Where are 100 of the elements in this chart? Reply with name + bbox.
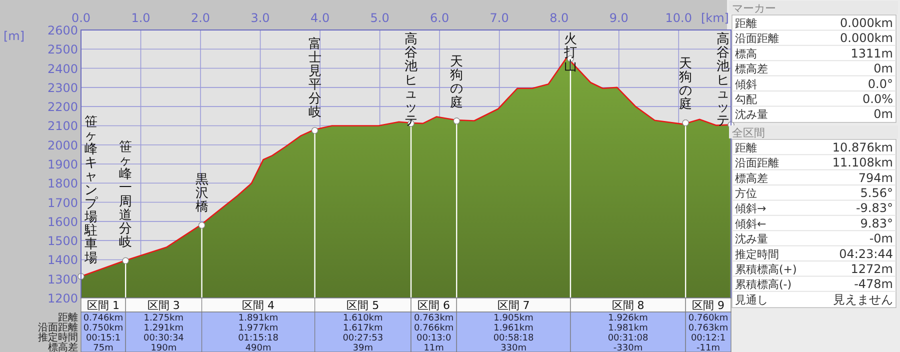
category-label: 標高差 <box>48 342 78 352</box>
x-tick-label: 3.0 <box>250 11 270 25</box>
x-tick-label: 8.0 <box>550 11 569 25</box>
text: 00:12:1 <box>690 334 726 344</box>
text: 0.746km <box>83 314 124 324</box>
category-label: 区間 7 <box>497 299 530 312</box>
category-label: 距離 <box>58 312 78 324</box>
category-label: 区間 5 <box>346 299 380 312</box>
annotation: 笹ヶ峰一周道分岐 <box>119 140 132 250</box>
text: 04:23:44 <box>839 246 893 261</box>
text: 1.961km <box>494 324 534 334</box>
text: 0.763km <box>688 324 728 334</box>
category-label: 沈み量 <box>735 108 768 122</box>
text: 39m <box>352 344 374 352</box>
x-tick-label: 10.0 <box>665 11 692 25</box>
text: 00:27:53 <box>342 334 384 344</box>
text: 0.766km <box>414 324 454 334</box>
text: 11m <box>424 344 444 352</box>
text: 1272m <box>850 262 893 276</box>
text: 5.56° <box>860 186 893 200</box>
text: 75m <box>93 344 114 352</box>
text: 0.000km <box>840 31 893 46</box>
category-label: 区間 9 <box>692 299 725 312</box>
text: 0.763km <box>414 314 454 324</box>
text: 0m <box>874 107 893 122</box>
category-label: 傾斜 <box>735 78 757 91</box>
text: 794m <box>858 170 893 185</box>
text: 全区間 <box>732 126 765 140</box>
y-tick-label: 2300 <box>47 80 78 95</box>
text: 1.977km <box>238 324 278 334</box>
category-label: 傾斜→ <box>735 202 766 216</box>
x-tick-label: 9.0 <box>609 11 628 25</box>
x-tick-label: 7.0 <box>490 11 509 25</box>
category-label: 区間 4 <box>242 299 275 312</box>
text: 笹ヶ峰キャンプ場駐車場 <box>84 114 98 266</box>
y-tick-label: 2500 <box>47 42 78 57</box>
text: 10.876km <box>832 140 893 154</box>
text: 00:30:34 <box>143 334 184 344</box>
text: 1.617km <box>343 324 383 334</box>
text: 1.610km <box>343 314 383 324</box>
category-label: 区間 8 <box>612 299 644 312</box>
category-label: 沈み量 <box>735 232 768 246</box>
text: 00:58:18 <box>493 334 534 344</box>
annotation: 天狗の庭 <box>679 56 692 112</box>
x-tick-label: 1.0 <box>131 11 150 25</box>
text: 0.760km <box>688 314 728 324</box>
category-label: 累積標高(-) <box>735 278 792 292</box>
x-tick-label: 4.0 <box>310 11 330 25</box>
category-label: 推定時間 <box>38 332 78 344</box>
text: 1.905km <box>494 314 534 324</box>
text: 1.926km <box>608 314 648 324</box>
category-label: 方位 <box>735 187 757 200</box>
text: 0m <box>874 62 893 76</box>
text: -330m <box>613 344 643 352</box>
text: 1.981km <box>608 324 648 334</box>
y-tick-label: 2000 <box>47 138 78 152</box>
text: 330m <box>500 344 527 352</box>
y-tick-label: 1500 <box>47 234 78 248</box>
y-tick-label: 1200 <box>47 292 78 306</box>
text: 1311m <box>850 46 893 60</box>
text: 0.0% <box>862 92 893 106</box>
category-label: 標高 <box>735 47 757 60</box>
x-tick-label: 5.0 <box>370 11 390 25</box>
y-tick-label: 1600 <box>47 214 78 229</box>
y-tick-label: 2400 <box>47 62 78 76</box>
category-label: 沿面距離 <box>735 32 779 46</box>
text: 01:15:18 <box>238 334 279 344</box>
text: 1.275km <box>144 314 184 324</box>
text: マーカー <box>732 2 776 15</box>
x-axis-title: [km] <box>700 11 729 25</box>
x-tick-label: 6.0 <box>430 11 450 25</box>
category-label: 区間 6 <box>418 299 450 312</box>
text: 0.000km <box>840 16 893 30</box>
text: 490m <box>245 344 272 352</box>
annotation: 高谷池ヒュッテ <box>404 31 418 129</box>
category-label: 距離 <box>735 17 757 30</box>
category-label: 勾配 <box>735 93 757 106</box>
category-label: 標高差 <box>735 172 768 185</box>
annotation: 天狗の庭 <box>450 54 464 110</box>
text: -9.83° <box>856 201 893 216</box>
y-tick-label: 1700 <box>47 196 78 210</box>
y-tick-label: 2100 <box>47 119 78 134</box>
y-tick-label: 1800 <box>47 176 78 191</box>
x-tick-label: 2.0 <box>190 11 210 25</box>
text: 9.83° <box>860 216 893 230</box>
text: 0.750km <box>83 324 124 334</box>
y-tick-label: 2200 <box>47 100 78 114</box>
category-label: 沿面距離 <box>735 156 779 170</box>
y-tick-label: 1900 <box>47 158 78 172</box>
text: -11m <box>696 344 720 352</box>
y-tick-label: 1300 <box>47 272 78 286</box>
category-label: 傾斜← <box>735 217 766 230</box>
text: 11.108km <box>832 156 893 170</box>
annotation: 富士見平分岐 <box>308 36 322 120</box>
annotation: 黒沢橋 <box>195 172 208 215</box>
text: 00:31:08 <box>608 334 648 344</box>
category-label: 区間 3 <box>147 299 180 312</box>
text: -0m <box>869 232 893 246</box>
text: 00:15:1 <box>86 334 121 344</box>
text: 1.291km <box>144 324 184 334</box>
